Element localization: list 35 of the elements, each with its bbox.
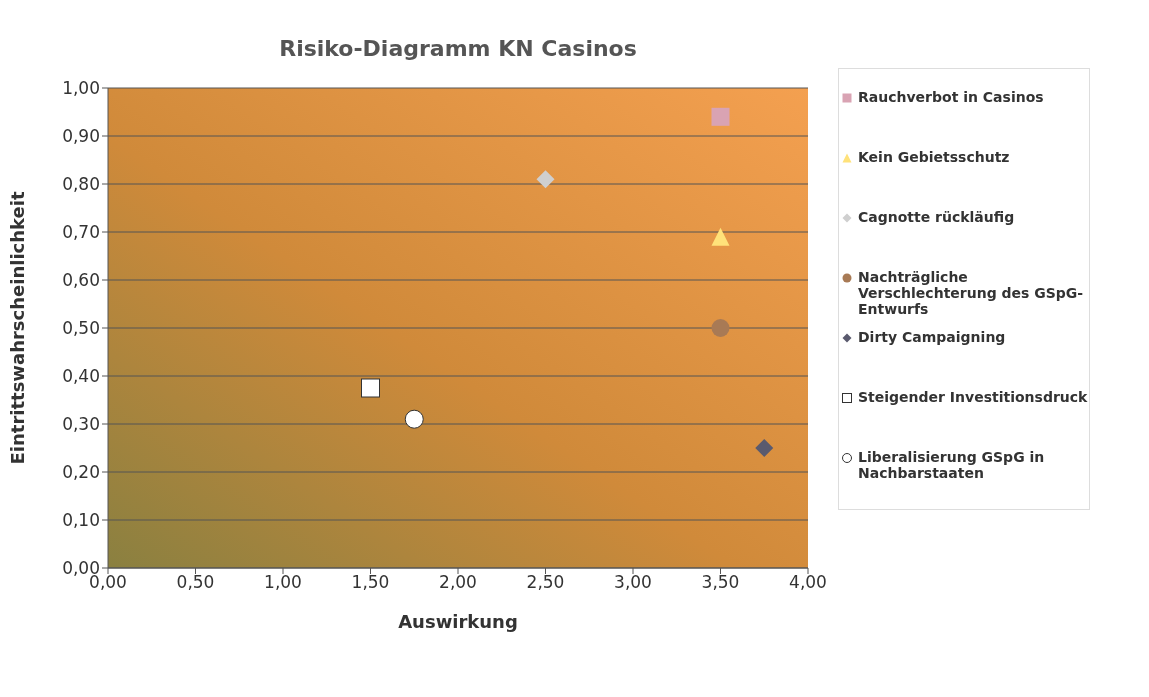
x-axis-title: Auswirkung — [398, 611, 518, 632]
chart-title: Risiko-Diagramm KN Casinos — [278, 35, 638, 63]
x-tick-label: 2,00 — [439, 572, 477, 593]
x-tick-label: 4,00 — [789, 572, 827, 593]
legend-label: Rauchverbot in Casinos — [858, 89, 1044, 105]
x-tick-label: 1,00 — [264, 572, 302, 593]
x-tick-label: 0,50 — [176, 572, 215, 593]
legend-label: Cagnotte rückläufig — [858, 209, 1015, 225]
y-tick-label: 0,20 — [62, 462, 100, 483]
y-tick-label: 0,60 — [62, 270, 100, 291]
y-tick-label: 0,90 — [62, 126, 100, 147]
y-tick-label: 0,70 — [62, 222, 100, 243]
legend-label: Kein Gebietsschutz — [858, 149, 1010, 165]
x-tick-label: 3,00 — [614, 572, 652, 593]
x-tick-label: 1,50 — [351, 572, 390, 593]
legend-label: Dirty Campaigning — [858, 329, 1006, 345]
point — [711, 227, 730, 246]
y-tick-label: 0,50 — [62, 318, 100, 339]
point — [361, 378, 380, 398]
legend-label: Nachträgliche Verschlechterung des GSpG-Entwurfs — [858, 269, 1085, 317]
y-tick-label: 0,10 — [62, 510, 100, 531]
legend-label: Steigender Investitionsdruck — [858, 389, 1088, 405]
point — [404, 409, 424, 429]
y-tick-label: 0,80 — [62, 174, 100, 195]
y-tick-label: 1,00 — [62, 78, 100, 99]
x-tick-label: 3,50 — [701, 572, 740, 593]
y-axis-title: Eintrittswahrscheinlichkeit — [7, 191, 29, 465]
point — [711, 319, 730, 337]
point — [711, 107, 730, 126]
x-tick-label: 2,50 — [526, 572, 565, 593]
point — [536, 170, 555, 189]
legend-label: Liberalisierung GSpG in Nachbarstaaten — [858, 449, 1046, 481]
y-tick-label: 0,30 — [62, 414, 100, 435]
y-tick-label: 0,40 — [62, 366, 100, 387]
point — [755, 439, 774, 457]
